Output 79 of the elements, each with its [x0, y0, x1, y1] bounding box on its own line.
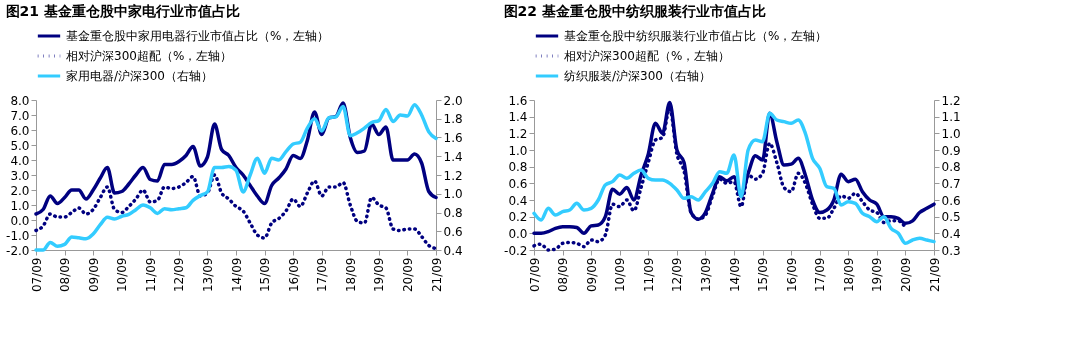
x-tick-label: 17/09 — [813, 257, 828, 293]
y-tick-label: 7.0 — [10, 108, 30, 123]
x-tick-label: 21/09 — [429, 257, 444, 293]
legend-label: 基金重仓股中家用电器行业市值占比（%，左轴） — [66, 29, 330, 43]
x-tick-label: 08/09 — [556, 257, 571, 293]
y2-tick-label: 0.7 — [941, 176, 961, 191]
y-tick-label: 0.2 — [508, 210, 528, 225]
x-tick-label: 09/09 — [86, 257, 101, 293]
x-tick-label: 20/09 — [898, 257, 913, 293]
y2-tick-label: 0.9 — [941, 143, 961, 158]
x-tick-label: 12/09 — [670, 257, 685, 293]
y2-tick-label: 0.8 — [443, 206, 463, 220]
y-tick-label: 1.2 — [508, 126, 528, 141]
x-tick-label: 14/09 — [727, 257, 742, 293]
chart-title: 图21 基金重仓股中家电行业市值占比 — [5, 3, 240, 19]
legend-label: 相对沪深300超配（%，左轴） — [564, 49, 731, 63]
x-tick-label: 11/09 — [641, 257, 656, 293]
y2-tick-label: 0.6 — [941, 193, 961, 208]
y2-tick-label: 0.4 — [941, 226, 961, 241]
y2-tick-label: 0.6 — [443, 224, 463, 239]
y2-tick-label: 1.6 — [443, 131, 463, 145]
x-tick-label: 19/09 — [870, 257, 885, 293]
x-tick-label: 08/09 — [58, 257, 73, 293]
y-tick-label: 4.0 — [10, 153, 30, 168]
x-tick-label: 19/09 — [372, 257, 387, 293]
x-tick-label: 16/09 — [286, 257, 301, 293]
y2-tick-label: 1.4 — [443, 149, 463, 164]
x-tick-label: 07/09 — [527, 257, 542, 293]
y-tick-label: -0.2 — [504, 243, 528, 258]
x-tick-label: 13/09 — [200, 257, 215, 293]
x-tick-label: 09/09 — [584, 257, 599, 293]
y-tick-label: 1.0 — [508, 143, 528, 158]
x-tick-label: 15/09 — [756, 257, 771, 293]
y-tick-label: 8.0 — [10, 93, 30, 108]
x-tick-label: 15/09 — [258, 257, 273, 293]
legend-label: 纺织服装/沪深300（右轴） — [564, 69, 711, 83]
legend-label: 家用电器/沪深300（右轴） — [66, 69, 213, 83]
x-tick-label: 10/09 — [115, 257, 130, 293]
y2-tick-label: 2.0 — [443, 93, 463, 108]
y2-tick-label: 1.2 — [443, 168, 463, 183]
y-tick-label: -2.0 — [6, 243, 30, 258]
y-tick-label: 6.0 — [10, 123, 30, 138]
y-tick-label: 1.4 — [508, 110, 528, 125]
chart-title: 图22 基金重仓股中纺织服装行业市值占比 — [503, 3, 766, 19]
y-tick-label: 0.0 — [508, 226, 528, 241]
x-tick-label: 18/09 — [343, 257, 358, 293]
y-tick-label: 5.0 — [10, 138, 30, 153]
x-tick-label: 17/09 — [315, 257, 330, 293]
x-tick-label: 18/09 — [841, 257, 856, 293]
x-tick-label: 14/09 — [229, 257, 244, 293]
y-tick-label: 0.4 — [508, 193, 528, 208]
y2-tick-label: 0.5 — [941, 210, 961, 225]
y2-tick-label: 1.1 — [941, 110, 961, 125]
y-tick-label: 0.0 — [10, 213, 30, 228]
line-series — [34, 102, 438, 252]
y2-tick-label: 1.2 — [941, 93, 961, 108]
y2-tick-label: 0.3 — [941, 243, 961, 258]
y2-tick-label: 1.8 — [443, 112, 463, 127]
y-tick-label: 1.6 — [508, 93, 528, 108]
x-tick-label: 21/09 — [927, 257, 942, 293]
y-tick-label: 2.0 — [10, 183, 30, 198]
x-tick-label: 07/09 — [29, 257, 44, 293]
y2-tick-label: 0.4 — [443, 243, 463, 258]
y2-tick-label: 0.8 — [941, 160, 961, 175]
y2-tick-label: 1.0 — [443, 187, 463, 202]
x-tick-label: 10/09 — [613, 257, 628, 293]
y2-tick-label: 1.0 — [941, 126, 961, 141]
x-tick-label: 16/09 — [784, 257, 799, 293]
y-tick-label: 1.0 — [10, 198, 30, 213]
y-tick-label: 0.8 — [508, 160, 528, 175]
x-tick-label: 11/09 — [143, 257, 158, 293]
legend-label: 相对沪深300超配（%，左轴） — [66, 49, 233, 63]
x-tick-label: 12/09 — [172, 257, 187, 293]
y-tick-label: 0.6 — [508, 176, 528, 191]
x-tick-label: 13/09 — [698, 257, 713, 293]
y-tick-label: -1.0 — [6, 228, 30, 243]
legend-label: 基金重仓股中纺织服装行业市值占比（%，左轴） — [564, 29, 828, 43]
y-tick-label: 3.0 — [10, 168, 30, 183]
x-tick-label: 20/09 — [400, 257, 415, 293]
